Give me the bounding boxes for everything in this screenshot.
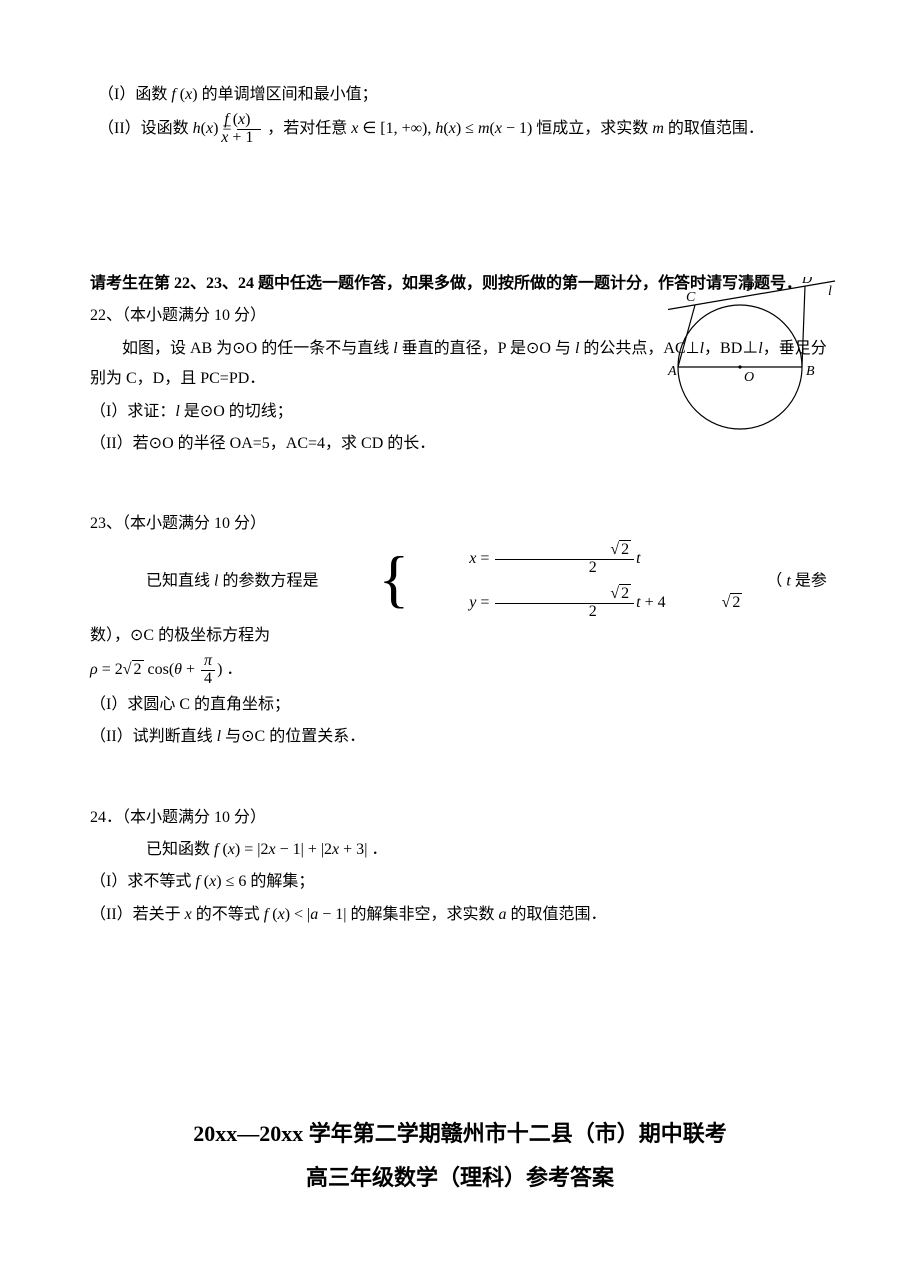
q23-rho: ρ = 2√2 cos(θ + π 4 ) ． bbox=[90, 653, 830, 688]
q21-part2: （II）设函数 h(x) = f (x) x + 1 ，若对任意 x ∈ [1,… bbox=[90, 112, 830, 147]
spacer bbox=[90, 485, 830, 509]
q24-p2: （II）若关于 x 的不等式 f (x) < |a − 1| 的解集非空，求实数… bbox=[90, 900, 830, 930]
q21-part1-text: （I）函数 f (x) 的单调增区间和最小值； bbox=[98, 86, 378, 103]
q23-p1: （I）求圆心 C 的直角坐标； bbox=[90, 690, 830, 720]
q23-body: 已知直线 l 的参数方程是 { x = √2 2 t y = √2 2 t + … bbox=[90, 542, 830, 652]
q21-part2-mid: ，若对任意 bbox=[267, 120, 351, 137]
label-O: O bbox=[744, 370, 754, 385]
label-D: D bbox=[801, 277, 812, 287]
q21-frac-den: x + 1 bbox=[221, 129, 253, 146]
figure-bd bbox=[802, 286, 805, 367]
label-l: l bbox=[828, 284, 832, 299]
spacer bbox=[90, 461, 830, 485]
answer-title: 20xx—20xx 学年第二学期赣州市十二县（市）期中联考 高三年级数学（理科）… bbox=[90, 1112, 830, 1200]
q24-p1-pre: （I）求不等式 bbox=[90, 873, 195, 890]
q21-frac-num: f (x) bbox=[224, 111, 250, 128]
q23-p2: （II）试判断直线 l 与⊙C 的位置关系． bbox=[90, 722, 830, 752]
q21-part2-pre: （II）设函数 bbox=[98, 120, 193, 137]
q21-part2-tail: 恒成立，求实数 m 的取值范围． bbox=[536, 120, 764, 137]
q21-domain: x ∈ [1, +∞), h(x) ≤ m(x − 1) bbox=[351, 120, 532, 137]
label-B: B bbox=[806, 364, 815, 379]
q22-block: 22、（本小题满分 10 分） 如图，设 AB 为⊙O 的任一条不与直线 l 垂… bbox=[90, 301, 830, 459]
q21-part1: （I）函数 f (x) 的单调增区间和最小值； bbox=[90, 80, 830, 110]
q21-frac: f (x) x + 1 bbox=[237, 112, 261, 147]
q24-p1-end: 的解集； bbox=[250, 873, 314, 890]
figure-o-dot bbox=[738, 366, 741, 369]
label-A: A bbox=[667, 364, 677, 379]
q24-body-end: ． bbox=[371, 841, 387, 858]
q22-figure: A B O C P D l bbox=[650, 277, 850, 458]
q24-p1: （I）求不等式 f (x) ≤ 6 的解集； bbox=[90, 867, 830, 897]
q23-case1: x = √2 2 t bbox=[413, 542, 742, 577]
q23-header: 23、（本小题满分 10 分） bbox=[90, 509, 830, 539]
spacer bbox=[90, 779, 830, 803]
title-line1: 20xx—20xx 学年第二学期赣州市十二县（市）期中联考 bbox=[90, 1112, 830, 1156]
q24-body: 已知函数 f (x) = |2x − 1| + |2x + 3| ． bbox=[90, 835, 830, 865]
spacer bbox=[90, 149, 830, 269]
title-line2: 高三年级数学（理科）参考答案 bbox=[90, 1156, 830, 1200]
q23-pre: 已知直线 l 的参数方程是 bbox=[146, 572, 322, 589]
spacer bbox=[90, 932, 830, 1052]
spacer bbox=[90, 755, 830, 779]
label-C: C bbox=[686, 290, 696, 305]
label-P: P bbox=[745, 280, 755, 295]
q24-header: 24．（本小题满分 10 分） bbox=[90, 803, 830, 833]
q23-case2: y = √2 2 t + 4√2 bbox=[413, 586, 742, 621]
q23-cases: { x = √2 2 t y = √2 2 t + 4√2 bbox=[322, 542, 742, 621]
figure-ac bbox=[678, 305, 695, 367]
q24-body-pre: 已知函数 bbox=[146, 841, 214, 858]
